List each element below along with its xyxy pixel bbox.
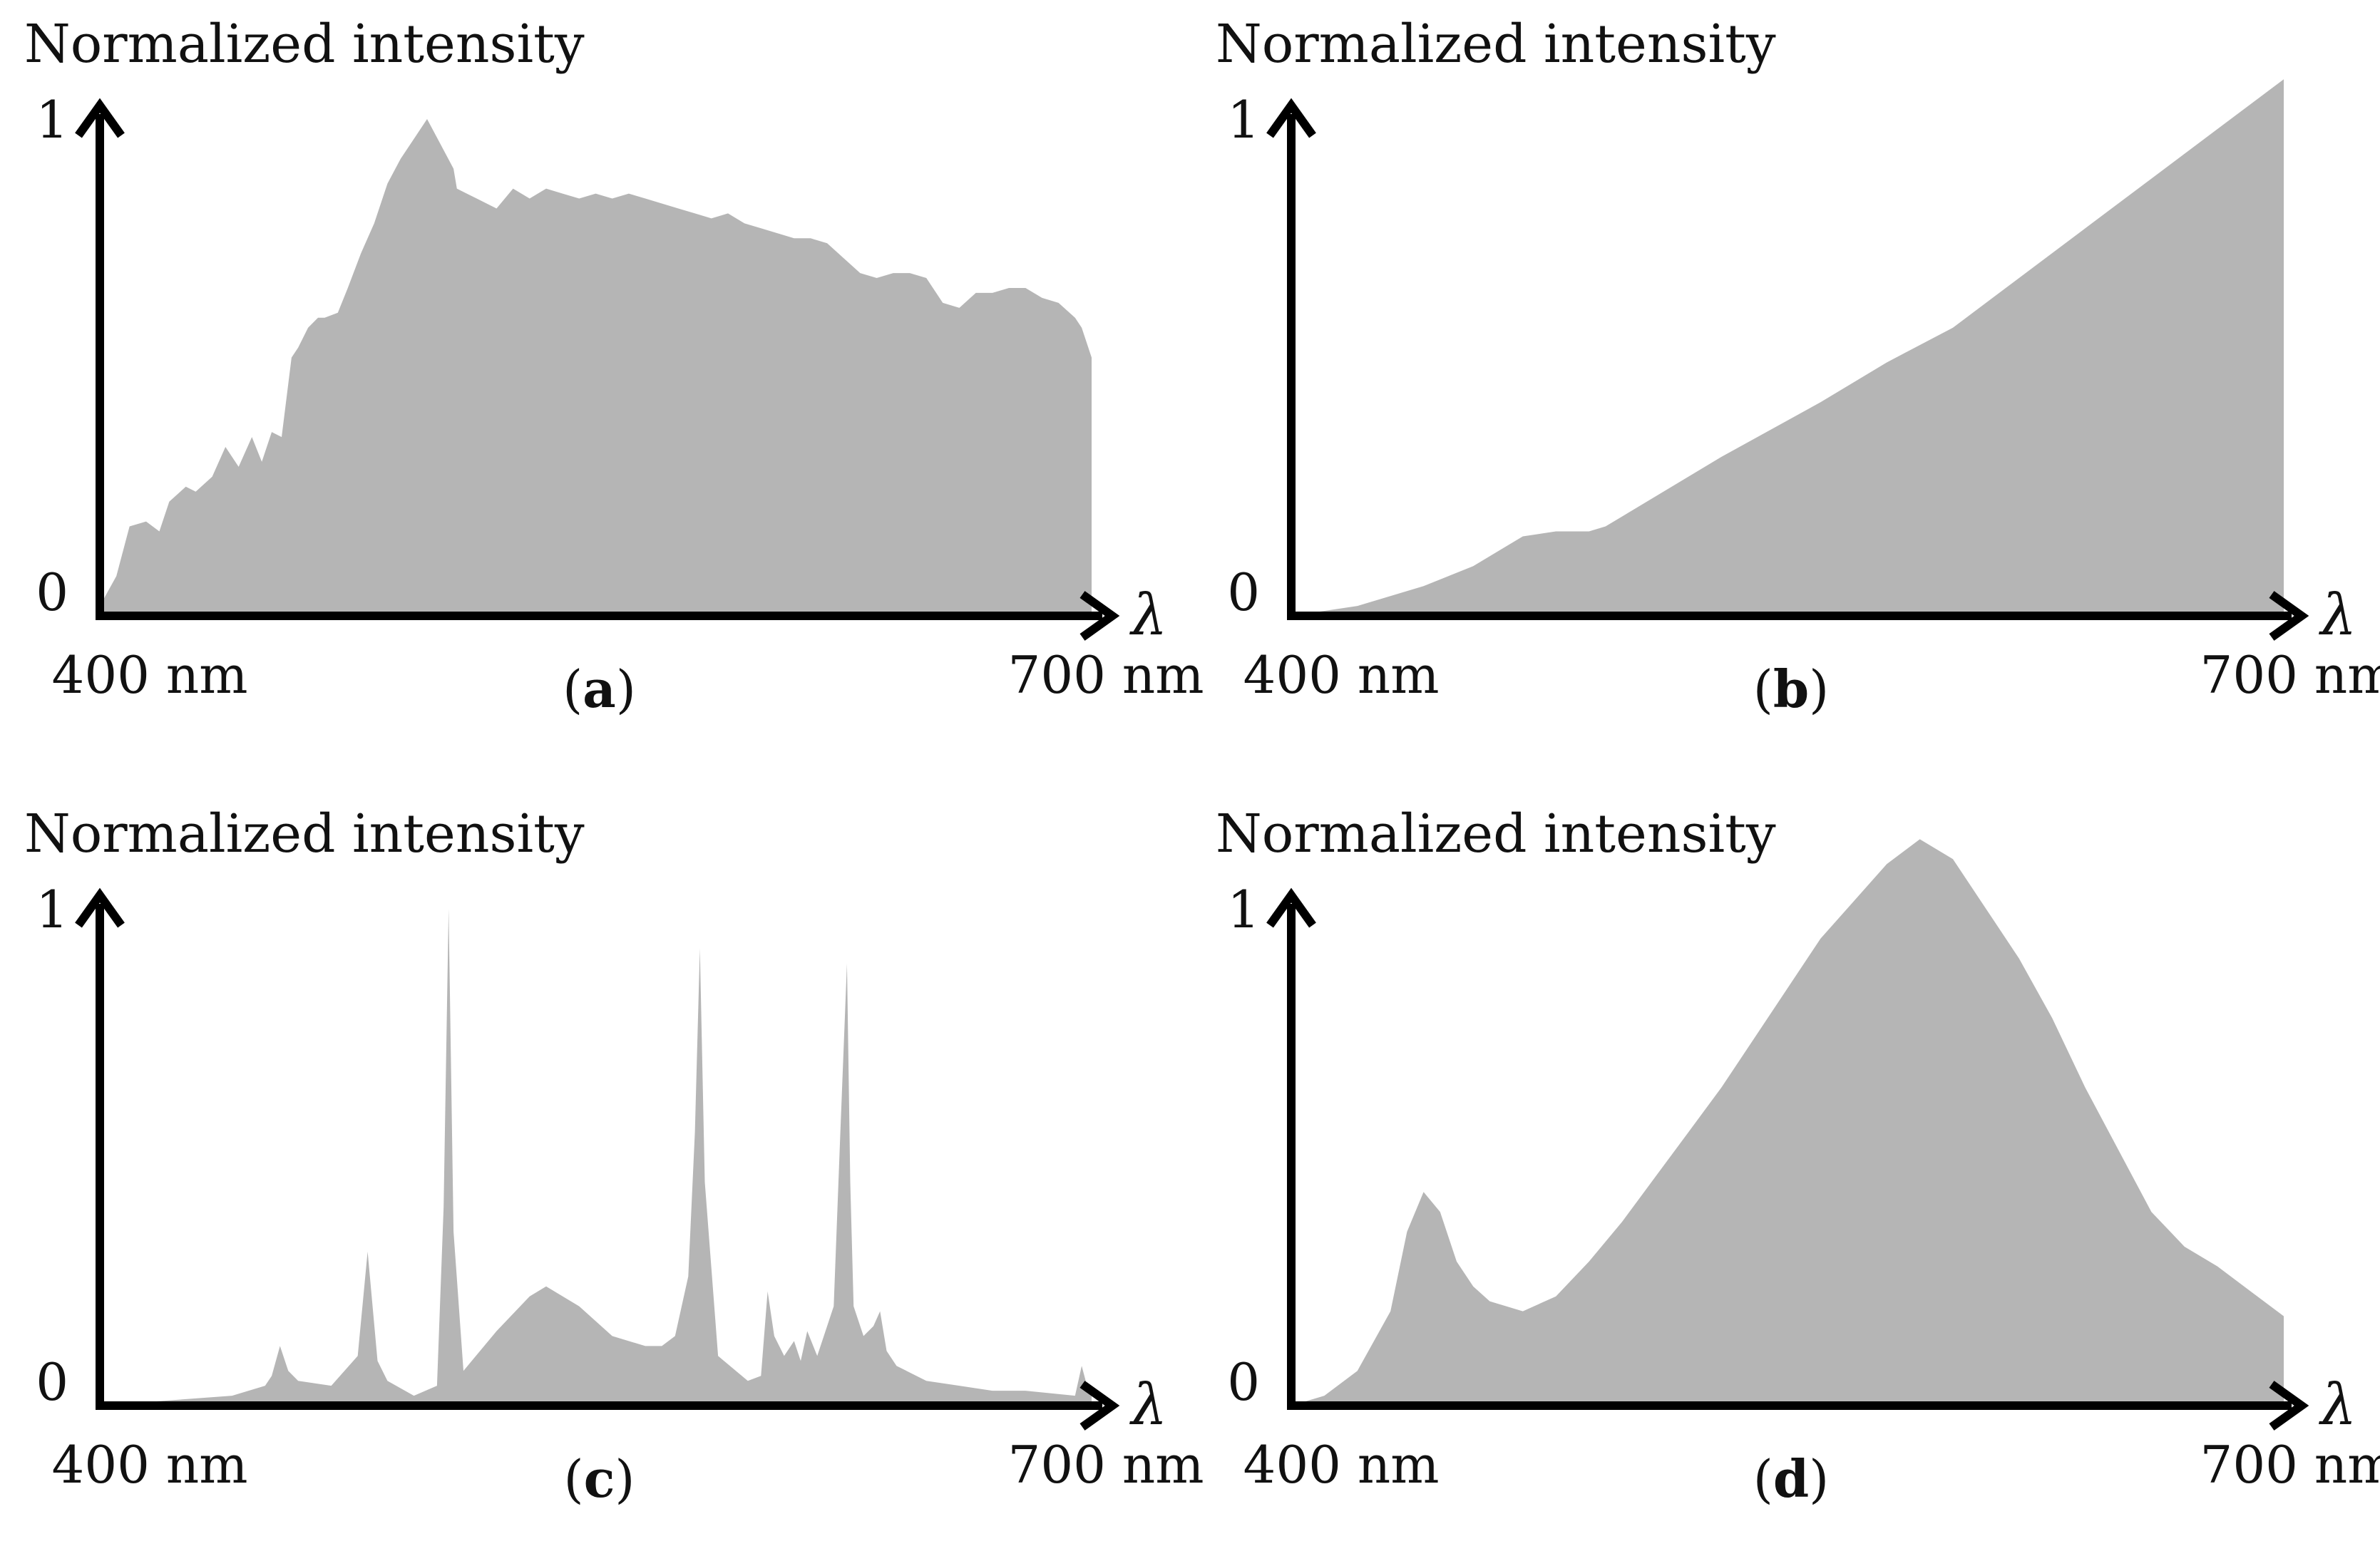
spectrum-area — [100, 909, 1092, 1406]
caption-paren-close: ) — [615, 1449, 635, 1509]
x-axis-arrow-icon — [2269, 591, 2309, 641]
y-tick-label-min: 0 — [1227, 562, 1260, 622]
caption-letter: a — [583, 659, 616, 719]
caption-paren-close: ) — [1809, 1449, 1829, 1509]
x-tick-label-max: 700 nm — [1008, 645, 1204, 705]
panel-a: Normalized intensity 1 0 400 nm 700 nmλ (a) — [24, 14, 1204, 719]
x-tick-label-min: 400 nm — [52, 645, 248, 705]
x-axis-symbol: λ — [1129, 1371, 1168, 1438]
x-axis-symbol: λ — [2319, 1371, 2357, 1438]
x-axis-symbol: λ — [2319, 582, 2357, 648]
y-tick-label-max: 1 — [1227, 880, 1260, 939]
x-axis-arrow-icon — [2269, 1381, 2309, 1431]
y-axis-arrow-icon — [1266, 887, 1316, 928]
spectrum-area — [1291, 79, 2284, 616]
y-axis-title: Normalized intensity — [24, 803, 585, 865]
x-tick-label-max: 700 nm — [1008, 1435, 1204, 1495]
x-tick-label-min: 400 nm — [1243, 645, 1440, 705]
panel-d: Normalized intensity 1 0 400 nm 700 nmλ (d) — [1216, 803, 2380, 1509]
panel-caption: (d) — [1753, 1448, 1830, 1509]
y-axis-title: Normalized intensity — [24, 14, 585, 75]
caption-letter: c — [584, 1448, 615, 1509]
x-axis-arrow-icon — [1079, 1381, 1120, 1431]
y-tick-label-max: 1 — [36, 880, 68, 939]
panel-c: Normalized intensity 1 0 400 nm 700 nmλ (c) — [24, 803, 1204, 1509]
x-axis-symbol: λ — [1129, 582, 1168, 648]
x-axis-arrow-icon — [1079, 591, 1120, 641]
y-axis-title: Normalized intensity — [1216, 14, 1776, 75]
y-tick-label-min: 0 — [36, 562, 68, 622]
panel-caption: (c) — [563, 1448, 635, 1509]
caption-paren-open: ( — [1753, 1449, 1773, 1509]
x-tick-label-min: 400 nm — [1243, 1435, 1440, 1495]
panel-caption: (a) — [563, 659, 636, 719]
x-tick-label-max: 700 nm — [2200, 1435, 2380, 1495]
x-tick-label-max: 700 nm — [2200, 645, 2380, 705]
caption-paren-close: ) — [616, 659, 636, 719]
y-tick-label-max: 1 — [36, 90, 68, 150]
caption-letter: b — [1773, 659, 1809, 719]
caption-paren-open: ( — [563, 1449, 583, 1509]
y-axis-title: Normalized intensity — [1216, 803, 1776, 865]
y-axis-arrow-icon — [75, 887, 125, 928]
caption-letter: d — [1773, 1448, 1809, 1509]
y-axis-arrow-icon — [75, 98, 125, 138]
y-tick-label-max: 1 — [1227, 90, 1260, 150]
caption-paren-open: ( — [563, 659, 583, 719]
caption-paren-close: ) — [1809, 659, 1829, 719]
caption-paren-open: ( — [1753, 659, 1773, 719]
spectrum-area — [1291, 839, 2284, 1406]
spectrum-area — [100, 119, 1092, 616]
x-tick-label-min: 400 nm — [52, 1435, 248, 1495]
y-axis-arrow-icon — [1266, 98, 1316, 138]
panel-b: Normalized intensity 1 0 400 nm 700 nmλ (b) — [1216, 14, 2380, 719]
y-tick-label-min: 0 — [36, 1352, 68, 1412]
y-tick-label-min: 0 — [1227, 1352, 1260, 1412]
panel-caption: (b) — [1753, 659, 1830, 719]
